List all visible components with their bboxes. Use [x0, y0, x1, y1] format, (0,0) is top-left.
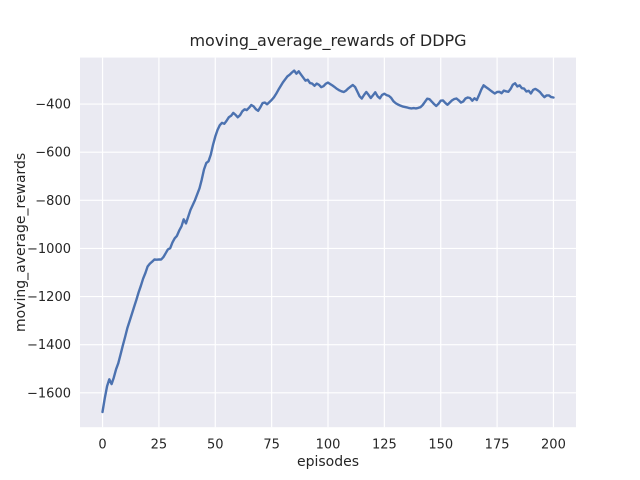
- x-tick-label: 50: [207, 438, 224, 453]
- chart-title: moving_average_rewards of DDPG: [189, 31, 466, 51]
- y-tick-label: −600: [35, 146, 71, 161]
- y-tick-label: −1400: [27, 338, 71, 353]
- x-tick-label: 125: [372, 438, 397, 453]
- y-axis-label: moving_average_rewards: [13, 153, 29, 332]
- plot-area: 0 25 50 75 100 125 150 175 200 −400 −600 −800 −1000 −…: [27, 57, 576, 453]
- x-tick-label: 75: [263, 438, 280, 453]
- x-tick-label: 200: [541, 438, 566, 453]
- y-tick-label: −1600: [27, 386, 71, 401]
- y-tick-label: −1200: [27, 290, 71, 305]
- x-axis-label: episodes: [297, 454, 359, 470]
- y-tick-label: −400: [35, 98, 71, 113]
- x-tick-label: 25: [151, 438, 168, 453]
- x-tick-label: 100: [316, 438, 341, 453]
- y-tick-label: −800: [35, 194, 71, 209]
- y-tick-label: −1000: [27, 242, 71, 257]
- x-tick-label: 0: [98, 438, 106, 453]
- x-tick-label: 150: [428, 438, 453, 453]
- x-tick-label: 175: [485, 438, 510, 453]
- series-line-ddpg: [101, 69, 555, 414]
